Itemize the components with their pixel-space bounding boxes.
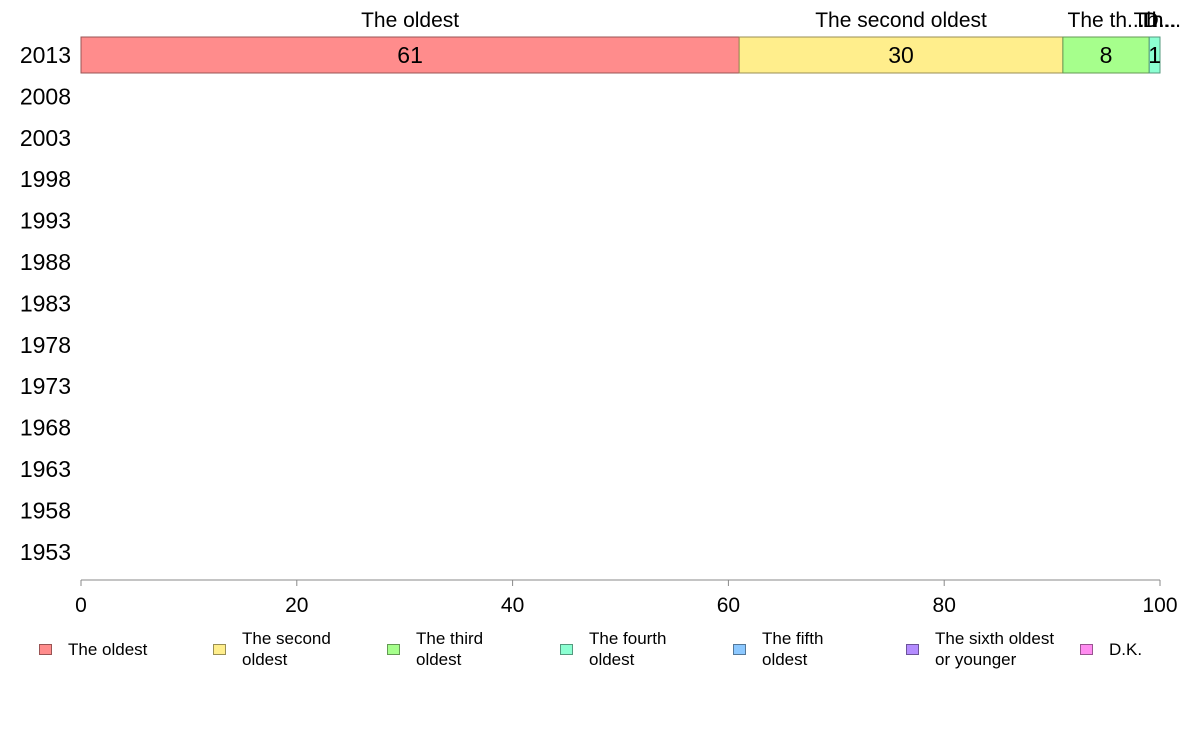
data-label: 61 [397, 42, 423, 68]
legend-item: The third oldest [387, 628, 546, 670]
segment-header-label: The second oldest [815, 9, 987, 32]
y-tick-label: 1953 [20, 539, 71, 565]
x-axis: 0 20 40 60 80 100 [75, 579, 1178, 617]
segment-header-label: The th... [1068, 9, 1145, 32]
legend-item: The oldest [39, 639, 198, 660]
legend-swatch [733, 643, 746, 655]
legend-swatch [560, 643, 573, 655]
y-tick-label: 1958 [20, 497, 71, 523]
legend-swatch [213, 643, 226, 655]
y-tick-label: 1983 [20, 290, 71, 316]
bars: 61 30 8 1 [80, 36, 1161, 74]
x-tick-label: 0 [75, 594, 87, 617]
bar-segment [738, 36, 1064, 74]
y-tick-label: 1978 [20, 332, 71, 358]
segment-header-label: D... [1144, 9, 1177, 32]
legend-item: D.K. [1080, 639, 1188, 660]
x-tick-label: 40 [501, 594, 524, 617]
legend-label: The second oldest [242, 629, 331, 669]
segment-header-label: Th... [1139, 9, 1181, 32]
segment-header-label: Th... [1139, 9, 1181, 32]
legend-item: The fourth oldest [560, 628, 719, 670]
segment-header-label: Th... [1134, 9, 1176, 32]
x-tick-label: 100 [1142, 594, 1177, 617]
legend-label: D.K. [1109, 640, 1143, 659]
legend-item: The fifth oldest [733, 628, 892, 670]
legend-item: The sixth oldest or younger [906, 628, 1065, 670]
y-tick-label: 1973 [20, 373, 71, 399]
x-tick-label: 20 [285, 594, 308, 617]
y-axis-labels: 2013 2008 2003 1998 1993 1988 1983 1978 1973 1968… [20, 42, 71, 565]
legend-swatch [387, 643, 400, 655]
y-tick-label: 2013 [20, 42, 71, 68]
legend-swatch [906, 643, 919, 655]
bar-segment [1148, 36, 1161, 74]
y-tick-label: 1993 [20, 208, 71, 234]
data-label: 8 [1100, 42, 1113, 68]
legend-label: The oldest [68, 640, 148, 659]
y-tick-label: 2008 [20, 83, 71, 109]
y-tick-label: 1998 [20, 166, 71, 192]
legend-item: The second oldest [213, 628, 372, 670]
y-tick-label: 1963 [20, 456, 71, 482]
x-tick-label: 80 [933, 594, 956, 617]
segment-header-label: The oldest [361, 9, 459, 32]
data-label: 30 [888, 42, 914, 68]
legend-swatch [1080, 644, 1093, 655]
legend-label: The third oldest [416, 629, 484, 669]
y-tick-label: 1968 [20, 415, 71, 441]
data-label: 1 [1148, 42, 1161, 68]
legend: The oldest The second oldest The third old… [0, 628, 1188, 678]
legend-swatch [39, 644, 52, 655]
stacked-bar-chart: The oldest The second oldest The th...Th..… [20, 9, 1181, 617]
bar-segment [1062, 36, 1150, 74]
x-tick-label: 60 [717, 594, 740, 617]
y-tick-label: 2003 [20, 125, 71, 151]
legend-label: The fourth oldest [589, 629, 667, 669]
legend-label: The fifth oldest [762, 629, 824, 669]
segment-header-labels: The oldest The second oldest The th...Th..… [361, 9, 1181, 32]
y-tick-label: 1988 [20, 249, 71, 275]
legend-label: The sixth oldest or younger [935, 629, 1055, 669]
